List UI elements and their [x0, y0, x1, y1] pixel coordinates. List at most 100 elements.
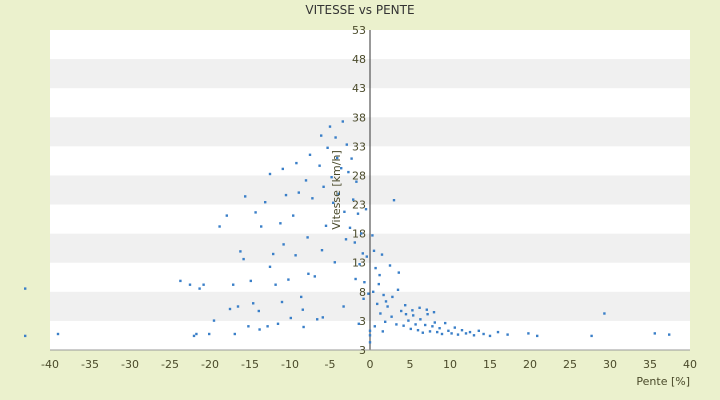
data-point: [289, 316, 292, 320]
data-point: [24, 334, 27, 338]
data-point: [444, 321, 447, 325]
data-point: [332, 201, 335, 204]
data-point: [453, 326, 456, 329]
data-point: [307, 272, 310, 275]
data-point: [301, 308, 304, 311]
data-point: [477, 329, 480, 332]
data-point: [247, 325, 250, 328]
data-point: [409, 327, 412, 331]
data-point: [292, 214, 295, 217]
data-point: [268, 265, 272, 268]
x-tick-label: -15: [241, 358, 259, 371]
data-point: [225, 214, 228, 217]
data-point: [418, 306, 421, 309]
data-point: [297, 191, 300, 194]
data-point: [281, 167, 284, 171]
data-point: [488, 334, 492, 338]
data-point: [330, 176, 333, 179]
data-point: [362, 297, 365, 300]
y-tick-label: 18: [352, 228, 366, 241]
data-point: [355, 180, 358, 183]
data-point: [374, 266, 377, 270]
y-tick-label: 48: [352, 53, 366, 66]
data-point: [208, 332, 211, 336]
data-point: [322, 185, 325, 188]
data-point: [24, 287, 27, 290]
data-point: [266, 325, 269, 328]
x-tick-label: 5: [407, 358, 414, 371]
data-point: [372, 249, 376, 252]
data-point: [356, 212, 360, 215]
data-point: [218, 225, 221, 228]
data-point: [368, 334, 372, 337]
data-point: [324, 224, 328, 227]
data-point: [353, 241, 356, 244]
x-tick-label: -5: [325, 358, 336, 371]
data-point: [414, 323, 417, 326]
data-point: [400, 309, 403, 313]
data-point: [368, 329, 372, 332]
data-point: [287, 278, 290, 281]
y-tick-label: 23: [352, 199, 366, 212]
data-point: [426, 313, 429, 316]
data-point: [294, 254, 297, 257]
data-point: [363, 281, 366, 284]
data-point: [264, 201, 267, 204]
data-point: [334, 136, 337, 139]
data-point: [372, 290, 375, 293]
data-point: [416, 329, 420, 332]
data-point: [382, 293, 385, 297]
data-point: [348, 226, 352, 229]
data-point: [472, 334, 476, 337]
data-point: [432, 311, 436, 314]
data-point: [380, 253, 384, 256]
data-point: [424, 323, 427, 327]
data-point: [386, 305, 389, 308]
data-point: [345, 143, 348, 146]
data-point: [379, 312, 382, 315]
data-point: [311, 197, 314, 200]
data-point: [326, 146, 329, 149]
data-point: [411, 309, 414, 312]
data-point: [428, 330, 432, 333]
data-point: [249, 279, 252, 283]
data-point: [257, 309, 260, 313]
data-point: [341, 120, 344, 123]
data-point: [236, 305, 240, 308]
data-point: [402, 324, 405, 327]
data-point: [456, 333, 460, 336]
data-point: [320, 249, 324, 252]
x-tick-label: 25: [563, 358, 577, 371]
data-point: [258, 328, 261, 331]
data-point: [431, 325, 434, 328]
data-point: [460, 329, 464, 332]
data-point: [395, 323, 398, 326]
x-tick-label: -40: [41, 358, 59, 371]
axes: [50, 30, 690, 351]
data-point: [367, 292, 370, 295]
data-point: [376, 302, 379, 306]
data-point: [391, 295, 394, 299]
data-point: [316, 318, 319, 321]
data-point: [192, 334, 196, 338]
data-point: [344, 238, 348, 241]
data-point: [536, 334, 539, 338]
data-point: [56, 332, 60, 336]
x-tick-label: -35: [81, 358, 99, 371]
data-point: [272, 252, 275, 256]
x-tick-label: 35: [643, 358, 657, 371]
data-point: [464, 332, 468, 335]
data-point: [195, 332, 198, 336]
data-point: [232, 283, 235, 286]
data-point: [450, 332, 453, 335]
data-point: [276, 322, 280, 325]
data-point: [318, 164, 321, 167]
data-point: [404, 313, 408, 316]
data-point: [419, 318, 422, 321]
data-point: [179, 279, 182, 283]
x-tick-labels: -40 -35 -30 -25 -20 -15 -10 -5 0 5 10 15 20 25 30 35 40: [41, 358, 697, 371]
data-point: [280, 300, 284, 304]
data-point: [233, 332, 236, 336]
data-point: [384, 300, 388, 303]
data-point: [328, 125, 332, 128]
